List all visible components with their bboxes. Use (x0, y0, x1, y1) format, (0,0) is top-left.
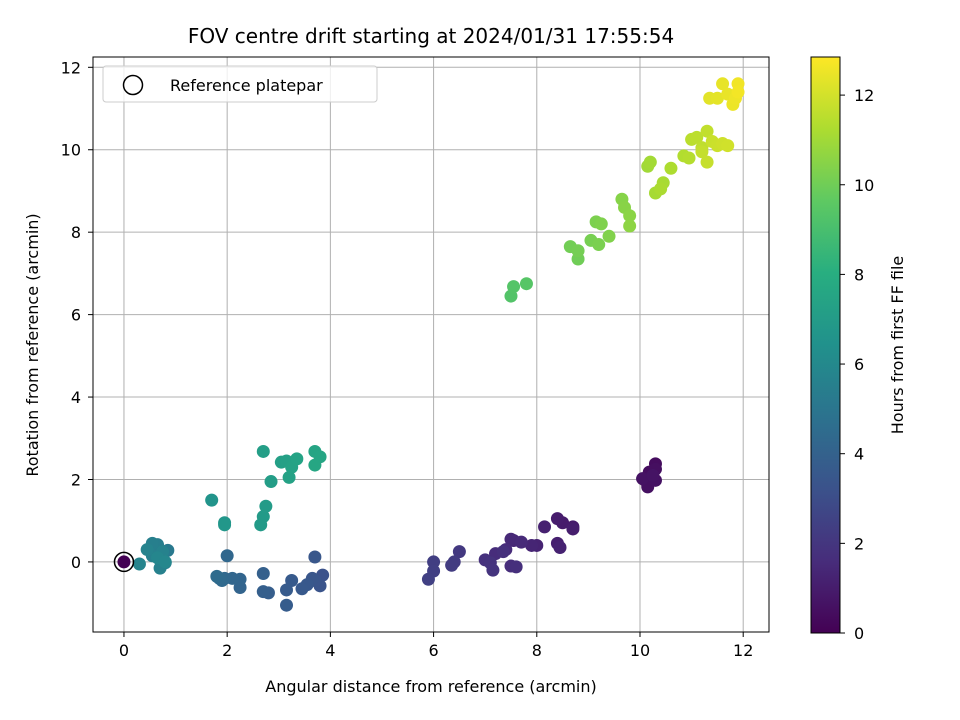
scatter-point (308, 458, 322, 472)
y-axis-ticks: 0 2 4 6 8 10 12 (61, 58, 93, 572)
colorbar-tick-label: 4 (854, 445, 864, 464)
scatter-point (553, 541, 567, 555)
scatter-point (285, 573, 299, 587)
scatter-point (140, 543, 154, 557)
x-tick-label: 2 (222, 641, 232, 660)
scatter-point (256, 585, 270, 599)
scatter-point (427, 555, 441, 569)
scatter-point (295, 582, 309, 596)
grid-lines (93, 57, 769, 632)
scatter-point (519, 277, 533, 291)
scatter-point (566, 522, 580, 536)
scatter-point (682, 151, 696, 165)
plot-frame (92, 56, 770, 633)
scatter-point (538, 520, 552, 534)
legend-box (102, 65, 378, 103)
y-tick-label: 2 (71, 470, 81, 489)
scatter-point (205, 493, 219, 507)
scatter-point (256, 566, 270, 580)
legend: Reference platepar (102, 65, 378, 103)
scatter-point (636, 472, 650, 486)
y-tick-label: 10 (61, 141, 81, 160)
scatter-point (504, 532, 518, 546)
scatter-point (132, 557, 146, 571)
scatter-point (256, 510, 270, 524)
scatter-point (654, 182, 668, 196)
scatter-point (695, 145, 709, 159)
scatter-point (550, 512, 564, 526)
scatter-point (509, 560, 523, 574)
scatter-point (731, 85, 745, 99)
scatter-point (210, 569, 224, 583)
colorbar-tick-label: 6 (854, 355, 864, 374)
x-tick-label: 0 (119, 641, 129, 660)
y-tick-label: 8 (71, 223, 81, 242)
y-tick-label: 0 (71, 553, 81, 572)
scatter-point (664, 161, 678, 175)
x-axis-ticks: 0 2 4 6 8 10 12 (119, 632, 753, 660)
scatter-point (421, 572, 435, 586)
reference-point (117, 555, 131, 569)
reference-marker (113, 551, 135, 573)
scatter-point (525, 538, 539, 552)
legend-entry: Reference platepar (170, 76, 323, 95)
scatter-point (721, 139, 735, 153)
x-tick-label: 4 (325, 641, 335, 660)
scatter-point (623, 209, 637, 223)
scatter-point (264, 475, 278, 489)
scatter-point (690, 130, 704, 144)
scatter-point (571, 244, 585, 258)
scatter-point (496, 545, 510, 559)
scatter-point (280, 583, 294, 597)
colorbar-gradient (810, 56, 841, 634)
scatter-point (220, 549, 234, 563)
data-points (132, 77, 745, 612)
scatter-point (452, 545, 466, 559)
scatter-point (308, 550, 322, 564)
scatter-point (218, 518, 232, 532)
colorbar-label: Hours from first FF file (888, 256, 907, 435)
scatter-point (602, 229, 616, 243)
x-axis-label: Angular distance from reference (arcmin) (265, 677, 596, 696)
scatter-point (716, 77, 730, 91)
scatter-point (282, 470, 296, 484)
scatter-point (592, 238, 606, 252)
scatter-point (259, 499, 273, 513)
colorbar: 0 2 4 6 8 10 12 Hours from first FF file (810, 56, 907, 643)
colorbar-ticks: 0 2 4 6 8 10 12 (840, 86, 874, 643)
scatter-point (486, 563, 500, 577)
colorbar-tick-label: 10 (854, 176, 874, 195)
colorbar-tick-label: 8 (854, 265, 864, 284)
colorbar-tick-label: 2 (854, 534, 864, 553)
scatter-point (700, 155, 714, 169)
chart-title: FOV centre drift starting at 2024/01/31 … (188, 24, 674, 48)
scatter-point (290, 452, 304, 466)
scatter-point (280, 598, 294, 612)
scatter-point (256, 444, 270, 458)
scatter-point (643, 155, 657, 169)
legend-marker (122, 74, 144, 96)
scatter-point (594, 217, 608, 231)
x-tick-label: 10 (630, 641, 650, 660)
scatter-point (507, 280, 521, 294)
scatter-point (623, 219, 637, 233)
y-tick-label: 6 (71, 306, 81, 325)
scatter-point (158, 555, 172, 569)
x-tick-label: 12 (733, 641, 753, 660)
reference-ring (113, 551, 135, 573)
colorbar-tick-label: 12 (854, 86, 874, 105)
y-tick-label: 12 (61, 58, 81, 77)
x-tick-label: 8 (532, 641, 542, 660)
scatter-point (445, 558, 459, 572)
x-tick-label: 6 (428, 641, 438, 660)
scatter-point (700, 124, 714, 138)
colorbar-tick-label: 0 (854, 624, 864, 643)
scatter-point (646, 468, 660, 482)
scatter-point (710, 91, 724, 105)
y-tick-label: 4 (71, 388, 81, 407)
scatter-point (514, 535, 528, 549)
y-axis-label: Rotation from reference (arcmin) (23, 213, 42, 476)
